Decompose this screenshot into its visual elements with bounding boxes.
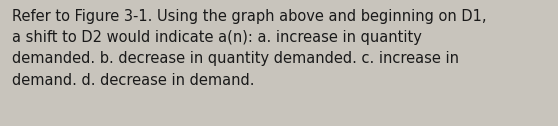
Text: Refer to Figure 3-1. Using the graph above and beginning on D1,
a shift to D2 wo: Refer to Figure 3-1. Using the graph abo… <box>12 9 487 88</box>
